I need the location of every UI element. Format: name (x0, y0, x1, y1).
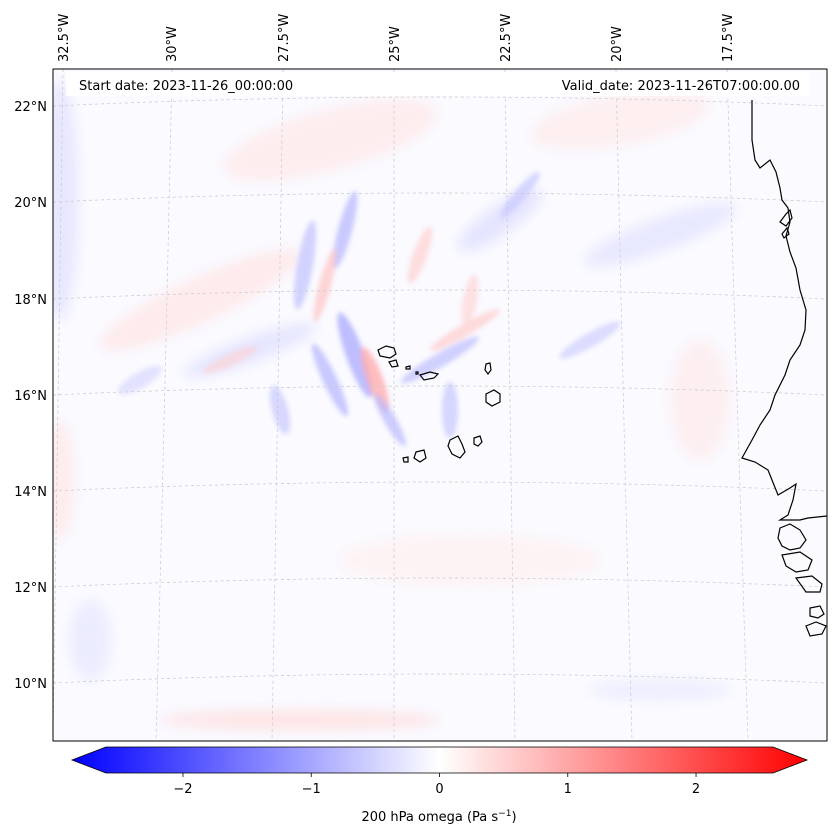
island-santiago (447, 435, 466, 459)
coastline (377, 100, 827, 637)
lat-label: 12°N (14, 581, 47, 596)
lon-label: 27.5°W (277, 14, 292, 62)
island-sal (484, 362, 492, 375)
island-maio (473, 435, 483, 447)
island-boa-vista (485, 389, 501, 407)
meridian-17-5w (726, 69, 749, 741)
valid-date-label: Valid_date: 2023-11-26T07:00:00.00 (562, 79, 800, 94)
africa-coastline (741, 100, 827, 521)
lon-label: 17.5°W (721, 14, 736, 62)
latitude-labels: 22°N 20°N 18°N 16°N 14°N 12°N 10°N (14, 100, 47, 692)
colorbar-bar (70, 746, 809, 774)
lat-label: 10°N (14, 677, 47, 692)
coast-islet (781, 226, 790, 239)
convective-streaks (117, 171, 621, 447)
coast-estuary-2 (781, 551, 813, 573)
island-sao-nicolau (418, 371, 440, 381)
map-panel: Start date: 2023-11-26_00:00:00 Valid_da… (52, 68, 828, 742)
colorbar-tick-label: 1 (564, 782, 572, 797)
colorbar-tick-label: 2 (692, 782, 700, 797)
lat-label: 20°N (14, 196, 47, 211)
bijagos-island-2 (805, 621, 827, 637)
meridian-20w (615, 69, 633, 741)
parallel-20n (53, 192, 827, 203)
lon-label: 32.5°W (57, 14, 72, 62)
parallel-14n (53, 481, 827, 492)
lat-label: 22°N (14, 100, 47, 115)
bijagos-island-1 (809, 605, 825, 619)
graticule (53, 69, 827, 741)
longitude-labels: 32.5°W 30°W 27.5°W 25°W 22.5°W 20°W 17.5… (57, 14, 736, 62)
colorbar-tick-label: −1 (302, 782, 321, 797)
island-santo-antao (377, 345, 397, 359)
parallel-10n (53, 673, 827, 684)
parallel-12n (53, 577, 827, 588)
map-frame (52, 68, 828, 742)
meridian-27-5w (271, 69, 284, 741)
lat-label: 18°N (14, 293, 47, 308)
omega-field (53, 80, 736, 730)
lat-label: 14°N (14, 485, 47, 500)
colorbar-ticks: −2 −1 0 1 2 (173, 773, 700, 797)
parallel-16n (53, 385, 827, 396)
lat-label: 16°N (14, 389, 47, 404)
meridian-32-5w (53, 69, 64, 741)
colorbar-tick-label: −2 (173, 782, 192, 797)
meridian-30w (155, 69, 173, 741)
colorbar-label: 200 hPa omega (Pa s−1) (361, 809, 516, 825)
meridian-22-5w (504, 69, 516, 741)
island-sao-vicente (388, 359, 399, 368)
header-box (66, 72, 810, 96)
lon-label: 25°W (388, 26, 403, 62)
colorbar: −2 −1 0 1 2 200 hPa omega (Pa s−1) (70, 746, 809, 825)
coast-inlet (779, 208, 793, 227)
parallel-18n (53, 289, 827, 300)
island-santa-luzia (405, 365, 411, 370)
lon-label: 30°W (165, 26, 180, 62)
lon-label: 22.5°W (499, 14, 514, 62)
islet-branco (415, 371, 419, 375)
island-brava (402, 456, 409, 463)
start-date-label: Start date: 2023-11-26_00:00:00 (79, 79, 293, 94)
coast-estuary-3 (794, 575, 823, 593)
colorbar-tick-label: 0 (435, 782, 443, 797)
coast-estuary-1 (777, 523, 807, 551)
island-fogo (413, 449, 427, 463)
lon-label: 20°W (610, 26, 625, 62)
parallel-22n (53, 96, 827, 107)
